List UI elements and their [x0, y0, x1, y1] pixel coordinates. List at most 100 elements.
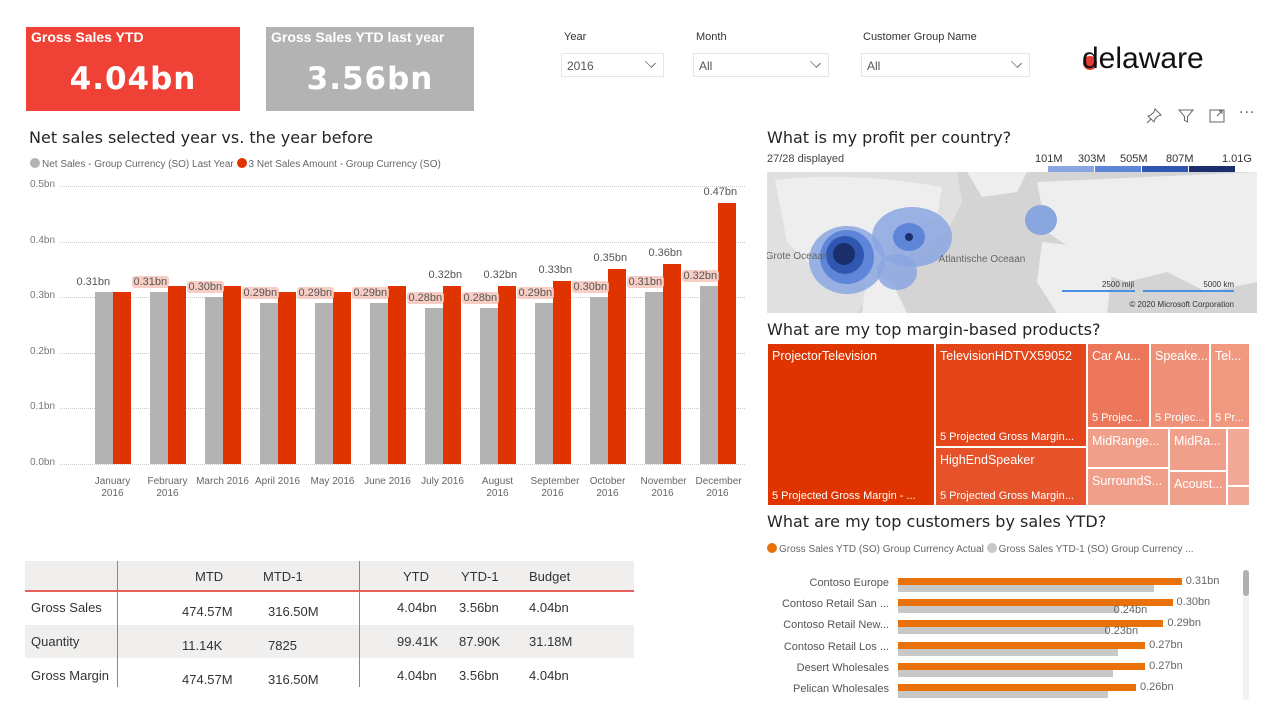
legend-item-prior[interactable]: Gross Sales YTD-1 (SO) Group Currency ..… [986, 543, 1194, 555]
x-tick-label: November 2016 [640, 476, 687, 499]
bar-last-year[interactable] [534, 302, 553, 464]
legend-item-last-year[interactable]: Net Sales - Group Currency (SO) Last Yea… [30, 158, 234, 170]
x-tick-label: April 2016 [254, 476, 301, 487]
kpi-title: Gross Sales YTD last year [271, 29, 445, 45]
bar-last-year[interactable] [149, 291, 168, 464]
data-label-prior: 0.23bn [1104, 625, 1139, 638]
bar-ytd-prior[interactable] [898, 585, 1155, 592]
bar-last-year[interactable] [589, 297, 608, 464]
data-label-current: 0.47bn [703, 185, 738, 198]
bar-current-year[interactable] [222, 286, 241, 464]
treemap-tile-value: 5 Projected Gross Margin - ... [772, 490, 916, 502]
bar-current-year[interactable] [442, 286, 461, 464]
treemap-tile[interactable]: MidRa... [1169, 428, 1227, 471]
bar-last-year[interactable] [699, 286, 718, 464]
bar-last-year[interactable] [259, 302, 278, 464]
treemap-tile[interactable]: TelevisionHDTVX59052 5 Projected Gross Ma… [935, 343, 1087, 447]
treemap-tile[interactable]: Acoust... [1169, 471, 1227, 506]
legend-dot [767, 543, 777, 553]
data-label-last-year: 0.30bn [186, 281, 225, 294]
treemap-tile[interactable] [1227, 486, 1250, 506]
legend-item-actual[interactable]: Gross Sales YTD (SO) Group Currency Actu… [767, 543, 984, 555]
treemap-tile[interactable]: Speake... 5 Projec... [1150, 343, 1210, 428]
month-slicer[interactable]: All [693, 53, 829, 77]
matrix-header-budget[interactable]: Budget [529, 569, 571, 584]
ocean-label: Grote Oceaan [767, 251, 828, 262]
matrix-header-ytd-1[interactable]: YTD-1 [461, 569, 499, 584]
year-slicer[interactable]: 2016 [561, 53, 664, 77]
bar-last-year[interactable] [369, 302, 388, 464]
kpi-card-gross-sales-ytd[interactable]: Gross Sales YTD 4.04bn [26, 27, 240, 111]
bar-current-year[interactable] [497, 286, 516, 464]
data-label-last-year: 0.32bn [681, 270, 720, 283]
legend-item-current[interactable]: 3 Net Sales Amount - Group Currency (SO) [236, 158, 441, 170]
focus-mode-icon[interactable] [1208, 107, 1226, 125]
matrix-header-ytd[interactable]: YTD [403, 569, 429, 584]
map-bubbles [809, 205, 1057, 294]
treemap-tile[interactable]: MidRange... [1087, 428, 1169, 468]
bar-ytd-actual[interactable] [898, 599, 1173, 607]
bar-last-year[interactable] [479, 308, 498, 464]
bar-ytd-prior[interactable] [898, 606, 1118, 614]
filter-icon[interactable] [1177, 107, 1195, 125]
matrix-row-bg [25, 592, 634, 625]
bar-current-year[interactable] [277, 291, 296, 464]
treemap-tile[interactable]: SurroundS... [1087, 468, 1169, 506]
matrix-header-mtd[interactable]: MTD [195, 569, 224, 584]
treemap-tile[interactable]: HighEndSpeaker 5 Projected Gross Margin..… [935, 447, 1087, 506]
bar-current-year[interactable] [332, 291, 351, 464]
bar-ytd-actual[interactable] [898, 684, 1136, 691]
matrix-cell: 4.04bn [529, 668, 569, 683]
bar-ytd-actual[interactable] [898, 641, 1146, 649]
data-label-last-year: 0.29bn [516, 286, 555, 299]
bar-current-year[interactable] [607, 269, 626, 464]
delaware-logo: delaware [1082, 42, 1204, 76]
bar-ytd-prior[interactable] [898, 669, 1114, 677]
treemap-tile[interactable]: Tel... 5 Pr... [1210, 343, 1250, 428]
bar-last-year[interactable] [644, 291, 663, 464]
bar-last-year[interactable] [204, 297, 223, 464]
bar-current-year[interactable] [717, 202, 736, 464]
x-tick-label: August 2016 [481, 476, 514, 499]
scrollbar-track[interactable] [1243, 570, 1249, 700]
bar-last-year[interactable] [424, 308, 443, 464]
data-label-actual: 0.26bn [1139, 681, 1174, 693]
treemap-tile[interactable] [1227, 428, 1250, 486]
bar-last-year[interactable] [94, 291, 113, 464]
more-options-icon[interactable]: ··· [1239, 105, 1256, 121]
slicer-label-month: Month [696, 31, 727, 43]
bar-ytd-actual[interactable] [898, 620, 1164, 628]
matrix-header [25, 561, 634, 592]
treemap-tile[interactable]: Car Au... 5 Projec... [1087, 343, 1150, 428]
bar-current-year[interactable] [112, 291, 131, 464]
data-label-last-year: 0.31bn [131, 275, 170, 288]
matrix-cell: 4.04bn [529, 600, 569, 615]
data-label-current: 0.32bn [483, 269, 518, 282]
bar-current-year[interactable] [167, 286, 186, 464]
bar-current-year[interactable] [662, 263, 681, 464]
matrix-row-bg [25, 658, 634, 691]
profit-map[interactable]: Grote Oceaan Atlantische Oceaan 2500 mij… [767, 172, 1257, 313]
slicer-label-year: Year [564, 31, 587, 43]
bar-ytd-prior[interactable] [898, 691, 1109, 698]
bar-ytd-actual[interactable] [898, 662, 1146, 670]
matrix-cell: 316.50M [268, 604, 319, 619]
bar-ytd-prior[interactable] [898, 627, 1109, 635]
bar-current-year[interactable] [552, 280, 571, 464]
x-tick-label: March 2016 [196, 476, 249, 487]
pin-icon[interactable] [1145, 107, 1163, 125]
kpi-card-gross-sales-ytd-last-year[interactable]: Gross Sales YTD last year 3.56bn [266, 27, 474, 111]
bar-ytd-prior[interactable] [898, 648, 1118, 656]
map-displayed-count: 27/28 displayed [767, 153, 845, 165]
matrix-header-mtd-1[interactable]: MTD-1 [263, 569, 303, 584]
scrollbar-thumb[interactable] [1243, 570, 1249, 596]
bar-current-year[interactable] [387, 286, 406, 464]
matrix-cell: 474.57M [182, 604, 233, 619]
chevron-down-icon [645, 57, 656, 68]
data-label-actual: 0.27bn [1149, 638, 1183, 651]
bar-last-year[interactable] [314, 302, 333, 464]
matrix-cell: 7825 [268, 638, 297, 653]
bar-ytd-actual[interactable] [898, 578, 1182, 585]
customer-group-slicer[interactable]: All [861, 53, 1030, 77]
treemap-tile[interactable]: ProjectorTelevision 5 Projected Gross Mar… [767, 343, 935, 506]
